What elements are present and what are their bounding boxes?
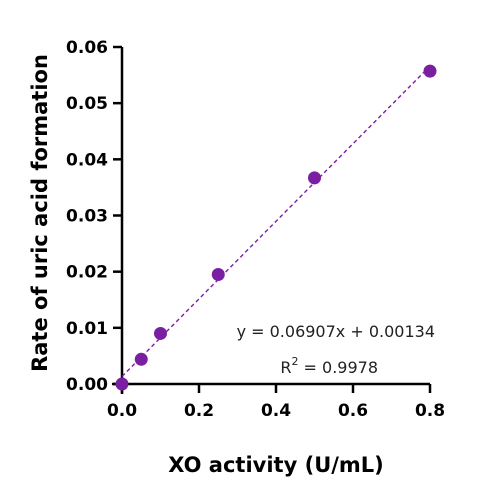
y-tick-label: 0.06 <box>66 38 108 58</box>
data-point <box>115 377 129 391</box>
x-tick-label: 0.6 <box>338 401 368 421</box>
y-tick-label: 0.01 <box>66 319 108 339</box>
fit-line-layer <box>121 65 431 377</box>
y-tick-label: 0.02 <box>66 263 108 283</box>
r-squared-label: R2 = 0.9978 <box>280 355 378 377</box>
x-tick-label: 0.2 <box>184 401 214 421</box>
axes-layer <box>112 47 430 394</box>
y-tick-label: 0.05 <box>66 94 108 114</box>
y-axis-title: Rate of uric acid formation <box>28 54 52 372</box>
x-axis-title: XO activity (U/mL) <box>168 453 384 477</box>
points-layer <box>115 64 437 391</box>
r-squared-prefix: R <box>280 358 291 377</box>
r-squared-superscript: 2 <box>291 355 298 368</box>
ticks-layer: 0.00 0.01 0.02 0.03 0.04 0.05 0.06 0.0 0.2 0.4 0.6… <box>66 38 445 421</box>
y-tick-label: 0.00 <box>66 375 108 395</box>
data-point <box>423 64 437 78</box>
r-squared-value: = 0.9978 <box>298 358 378 377</box>
x-tick-label: 0.0 <box>107 401 137 421</box>
y-tick-label: 0.03 <box>66 207 108 227</box>
x-tick-label: 0.8 <box>415 401 445 421</box>
data-point <box>211 267 225 281</box>
regression-line <box>121 65 431 377</box>
data-point <box>308 171 321 185</box>
y-tick-label: 0.04 <box>66 150 108 170</box>
regression-equation: y = 0.06907x + 0.00134 <box>237 322 435 341</box>
x-tick-label: 0.4 <box>261 401 291 421</box>
data-point <box>154 326 167 340</box>
data-point <box>134 352 148 366</box>
